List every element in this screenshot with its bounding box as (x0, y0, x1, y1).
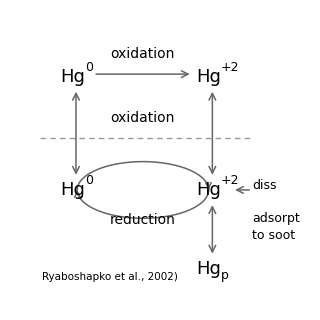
Text: Ryaboshapko et al., 2002): Ryaboshapko et al., 2002) (43, 272, 178, 282)
Text: 0: 0 (84, 174, 93, 187)
Text: +2: +2 (221, 174, 240, 187)
Text: +2: +2 (221, 61, 240, 74)
Text: adsorpt
to soot: adsorpt to soot (252, 212, 300, 242)
Text: reduction: reduction (110, 212, 176, 227)
Text: p: p (221, 269, 229, 282)
Text: Hg: Hg (60, 68, 85, 85)
Text: Hg: Hg (60, 181, 85, 199)
Text: Hg: Hg (196, 181, 221, 199)
Text: 0: 0 (84, 61, 93, 74)
Text: oxidation: oxidation (111, 47, 175, 61)
Text: Hg: Hg (196, 68, 221, 85)
Text: oxidation: oxidation (111, 111, 175, 125)
Text: Hg: Hg (196, 260, 221, 278)
Text: diss: diss (252, 179, 276, 191)
